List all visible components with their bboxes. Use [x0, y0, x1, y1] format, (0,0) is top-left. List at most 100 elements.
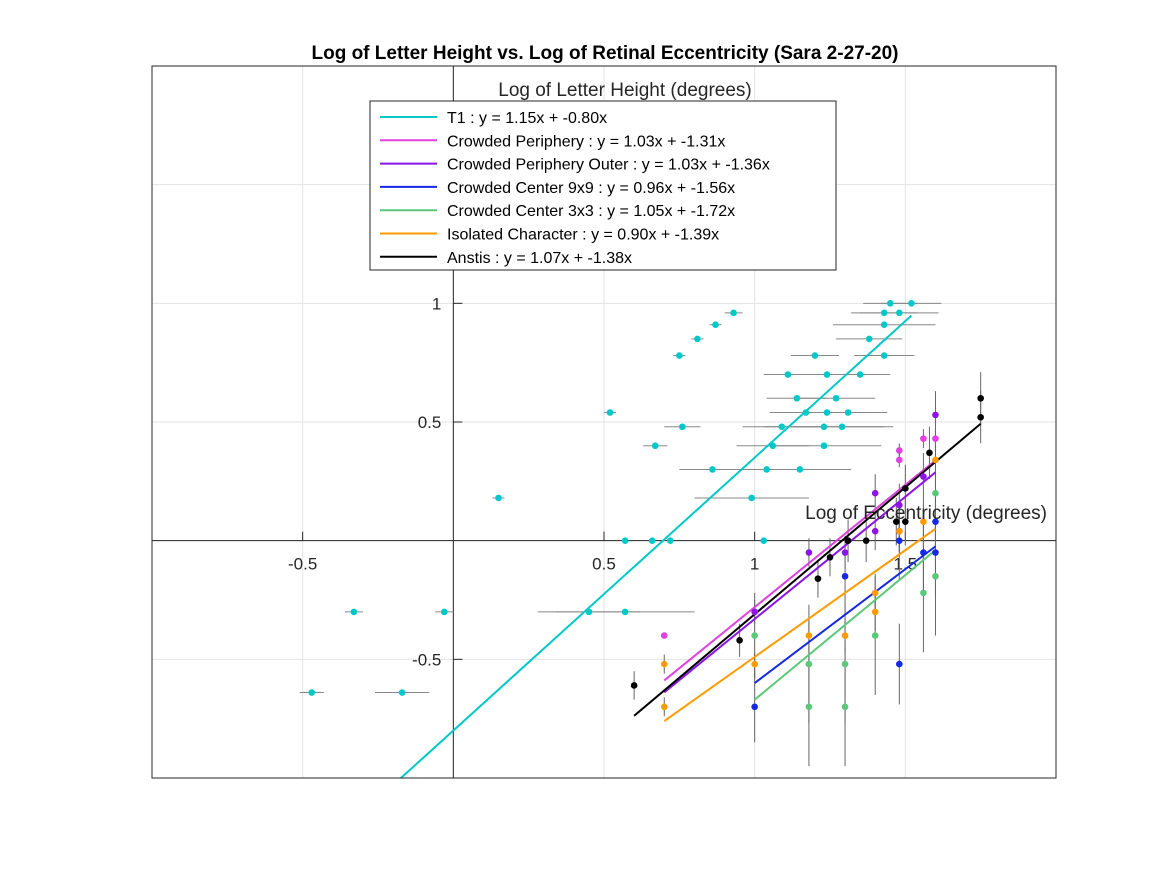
legend: T1 : y = 1.15x + -0.80x Crowded Periphery… [369, 100, 837, 271]
chart-title: Log of Letter Height vs. Log of Retinal … [311, 43, 898, 64]
series-0-point [820, 423, 828, 431]
legend-label-6: Anstis : y = 1.07x + -1.38x [447, 250, 632, 267]
data-points [308, 300, 984, 711]
series-2-point [871, 489, 879, 497]
series-5-point [871, 589, 879, 597]
series-4-fit-line [754, 549, 937, 701]
series-4-point [932, 572, 939, 580]
series-0-point [796, 466, 804, 473]
series-0-point [763, 466, 771, 473]
y-tick-label: 1 [432, 294, 441, 313]
series-0-point [811, 352, 819, 359]
y-tick-label: -0.5 [412, 650, 441, 669]
series-0-point [778, 423, 786, 431]
series-0-point [802, 409, 810, 416]
series-6-point [862, 537, 870, 544]
series-6-point [814, 575, 822, 582]
series-0-point [748, 494, 755, 502]
series-6-fit-line [633, 423, 982, 717]
series-0-point [886, 300, 894, 307]
series-2-point [932, 411, 939, 419]
series-0-point [730, 309, 737, 317]
series-0-point [896, 309, 903, 317]
series-0-point [651, 442, 659, 450]
series-0-point [350, 608, 358, 616]
series-0-point [712, 321, 719, 328]
series-0-point [679, 423, 686, 431]
series-2-point [896, 501, 903, 509]
series-1-point [920, 435, 927, 442]
axes-frame [151, 65, 1057, 779]
series-5-point [896, 527, 903, 535]
series-6-point [844, 537, 852, 544]
series-6-point [630, 682, 638, 689]
x-tick-label: 0.5 [592, 555, 616, 574]
series-0-point [820, 442, 828, 450]
series-0-point [621, 537, 629, 544]
series-3-fit-line [754, 545, 937, 684]
series-3-point [841, 572, 849, 580]
series-0-point [793, 394, 801, 402]
series-0-point [666, 537, 674, 544]
series-1-fit-line [663, 459, 937, 682]
series-0-point [838, 423, 846, 431]
legend-label-5: Isolated Character : y = 0.90x + -1.39x [447, 227, 719, 244]
legend-label-3: Crowded Center 9x9 : y = 0.96x + -1.56x [447, 180, 735, 197]
series-3-point [932, 518, 939, 525]
series-2-point [751, 608, 758, 616]
x-tick-label: 1.5 [894, 555, 918, 574]
series-0-point [908, 300, 915, 307]
series-4-point [805, 660, 813, 668]
series-1-point [896, 456, 903, 464]
series-4-point [871, 632, 879, 639]
series-5-point [805, 632, 813, 639]
legend-box [369, 100, 837, 271]
series-6-point [892, 518, 900, 525]
legend-label-1: Crowded Periphery : y = 1.03x + -1.31x [447, 133, 725, 150]
y-tick-label: 0.5 [418, 413, 442, 432]
legend-label-0: T1 : y = 1.15x + -0.80x [447, 110, 607, 127]
series-3-point [896, 660, 903, 668]
series-4-point [841, 660, 849, 668]
series-5-point [751, 660, 758, 668]
series-5-point [932, 456, 939, 464]
series-0-point [880, 352, 888, 359]
series-6-point [977, 394, 984, 402]
series-4-point [805, 703, 813, 711]
series-5-point [841, 632, 849, 639]
series-6-point [902, 485, 909, 492]
series-4-point [751, 632, 758, 639]
series-5-point [660, 703, 668, 711]
series-5-point [660, 660, 668, 668]
series-0-point [823, 409, 831, 416]
series-0-point [856, 371, 864, 378]
series-0-point [398, 689, 406, 696]
series-0-point [760, 537, 768, 544]
series-0-point [308, 689, 316, 696]
series-1-point [932, 435, 939, 442]
series-0-point [844, 409, 852, 416]
series-0-point [606, 409, 614, 416]
series-1-point [896, 447, 903, 454]
series-4-point [920, 589, 927, 597]
series-0-point [440, 608, 448, 616]
series-6-point [977, 413, 984, 421]
series-0-point [865, 335, 873, 343]
series-6-point [826, 553, 834, 561]
series-3-point [751, 703, 758, 711]
series-3-point [932, 549, 939, 556]
series-4-point [932, 489, 939, 497]
series-0-point [621, 608, 629, 616]
series-1-point [660, 632, 668, 639]
series-6-point [926, 449, 933, 457]
series-0-point [823, 371, 831, 378]
series-0-fit-line [400, 314, 913, 779]
series-2-point [920, 473, 927, 480]
series-5-fit-line [663, 527, 937, 722]
series-3-point [896, 537, 903, 544]
legend-label-2: Crowded Periphery Outer : y = 1.03x + -1… [447, 157, 770, 174]
series-6-point [736, 637, 743, 644]
series-0-point [832, 394, 840, 402]
x-axis-label: Log of Eccentricity (degrees) [805, 503, 1047, 524]
